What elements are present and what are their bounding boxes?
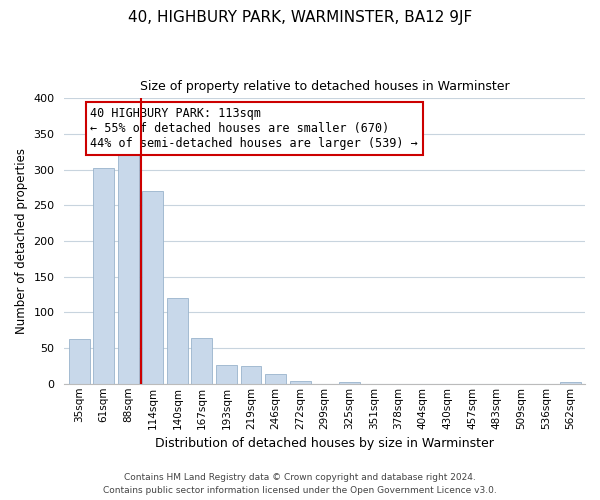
Text: 40, HIGHBURY PARK, WARMINSTER, BA12 9JF: 40, HIGHBURY PARK, WARMINSTER, BA12 9JF bbox=[128, 10, 472, 25]
Bar bbox=[216, 365, 237, 384]
Bar bbox=[69, 339, 89, 384]
X-axis label: Distribution of detached houses by size in Warminster: Distribution of detached houses by size … bbox=[155, 437, 494, 450]
Text: Contains HM Land Registry data © Crown copyright and database right 2024.
Contai: Contains HM Land Registry data © Crown c… bbox=[103, 474, 497, 495]
Bar bbox=[560, 382, 581, 384]
Bar bbox=[93, 168, 114, 384]
Bar bbox=[191, 338, 212, 384]
Bar bbox=[142, 191, 163, 384]
Text: 40 HIGHBURY PARK: 113sqm
← 55% of detached houses are smaller (670)
44% of semi-: 40 HIGHBURY PARK: 113sqm ← 55% of detach… bbox=[91, 107, 418, 150]
Title: Size of property relative to detached houses in Warminster: Size of property relative to detached ho… bbox=[140, 80, 509, 93]
Bar bbox=[118, 148, 139, 384]
Bar bbox=[339, 382, 359, 384]
Bar bbox=[265, 374, 286, 384]
Bar bbox=[167, 298, 188, 384]
Bar bbox=[241, 366, 262, 384]
Bar bbox=[290, 381, 311, 384]
Y-axis label: Number of detached properties: Number of detached properties bbox=[15, 148, 28, 334]
